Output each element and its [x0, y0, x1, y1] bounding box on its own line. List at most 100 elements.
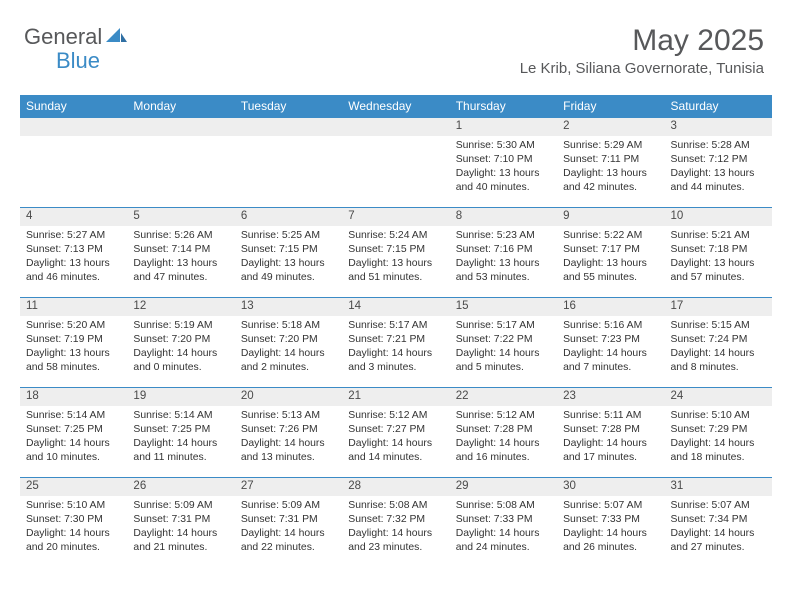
day-number-cell: 28 — [342, 478, 449, 496]
day-detail-line: Daylight: 14 hours — [456, 527, 551, 541]
day-number-cell: 27 — [235, 478, 342, 496]
col-thursday: Thursday — [450, 95, 557, 118]
day-detail-line: Sunset: 7:28 PM — [563, 423, 658, 437]
day-detail-line: Sunrise: 5:27 AM — [26, 229, 121, 243]
day-detail-cell: Sunrise: 5:30 AMSunset: 7:10 PMDaylight:… — [450, 136, 557, 208]
day-detail-line: Daylight: 13 hours — [26, 347, 121, 361]
day-detail-line: Sunset: 7:25 PM — [26, 423, 121, 437]
day-detail-cell — [20, 136, 127, 208]
daynum-row: 18192021222324 — [20, 388, 772, 406]
day-detail-line: Sunrise: 5:16 AM — [563, 319, 658, 333]
day-detail-line: Sunset: 7:29 PM — [671, 423, 766, 437]
day-detail-cell: Sunrise: 5:25 AMSunset: 7:15 PMDaylight:… — [235, 226, 342, 298]
day-number-cell: 5 — [127, 208, 234, 226]
day-detail-line: and 24 minutes. — [456, 541, 551, 555]
day-detail-line: Sunrise: 5:17 AM — [456, 319, 551, 333]
day-detail-line: Sunrise: 5:09 AM — [133, 499, 228, 513]
day-detail-line: Daylight: 14 hours — [133, 437, 228, 451]
day-detail-line: and 14 minutes. — [348, 451, 443, 465]
day-number-cell: 20 — [235, 388, 342, 406]
day-detail-line: Sunrise: 5:14 AM — [133, 409, 228, 423]
day-detail-line: Sunset: 7:15 PM — [241, 243, 336, 257]
day-detail-cell: Sunrise: 5:10 AMSunset: 7:29 PMDaylight:… — [665, 406, 772, 478]
day-detail-line: Daylight: 14 hours — [241, 527, 336, 541]
day-detail-line: Daylight: 13 hours — [671, 257, 766, 271]
col-monday: Monday — [127, 95, 234, 118]
day-detail-cell: Sunrise: 5:23 AMSunset: 7:16 PMDaylight:… — [450, 226, 557, 298]
day-detail-line: and 40 minutes. — [456, 181, 551, 195]
day-detail-line: Sunrise: 5:08 AM — [348, 499, 443, 513]
col-tuesday: Tuesday — [235, 95, 342, 118]
day-detail-line: Sunset: 7:22 PM — [456, 333, 551, 347]
header: General Blue May 2025 Le Krib, Siliana G… — [0, 0, 792, 85]
day-detail-line: and 8 minutes. — [671, 361, 766, 375]
day-detail-line: and 27 minutes. — [671, 541, 766, 555]
daynum-row: 11121314151617 — [20, 298, 772, 316]
day-detail-cell: Sunrise: 5:20 AMSunset: 7:19 PMDaylight:… — [20, 316, 127, 388]
day-number-cell: 10 — [665, 208, 772, 226]
day-detail-cell: Sunrise: 5:08 AMSunset: 7:33 PMDaylight:… — [450, 496, 557, 568]
detail-row: Sunrise: 5:20 AMSunset: 7:19 PMDaylight:… — [20, 316, 772, 388]
day-detail-cell: Sunrise: 5:09 AMSunset: 7:31 PMDaylight:… — [235, 496, 342, 568]
day-detail-cell: Sunrise: 5:24 AMSunset: 7:15 PMDaylight:… — [342, 226, 449, 298]
day-detail-line: Sunset: 7:26 PM — [241, 423, 336, 437]
day-detail-line: Sunset: 7:33 PM — [563, 513, 658, 527]
day-detail-line: Sunrise: 5:23 AM — [456, 229, 551, 243]
col-saturday: Saturday — [665, 95, 772, 118]
day-detail-line: Sunset: 7:18 PM — [671, 243, 766, 257]
day-detail-line: Sunrise: 5:07 AM — [671, 499, 766, 513]
day-detail-line: Sunrise: 5:12 AM — [456, 409, 551, 423]
day-number-cell: 31 — [665, 478, 772, 496]
day-detail-cell: Sunrise: 5:22 AMSunset: 7:17 PMDaylight:… — [557, 226, 664, 298]
day-number-cell: 23 — [557, 388, 664, 406]
daynum-row: 25262728293031 — [20, 478, 772, 496]
day-detail-line: Sunrise: 5:30 AM — [456, 139, 551, 153]
day-detail-line: Sunset: 7:17 PM — [563, 243, 658, 257]
day-detail-cell: Sunrise: 5:15 AMSunset: 7:24 PMDaylight:… — [665, 316, 772, 388]
detail-row: Sunrise: 5:30 AMSunset: 7:10 PMDaylight:… — [20, 136, 772, 208]
day-detail-cell — [127, 136, 234, 208]
day-detail-line: Daylight: 14 hours — [456, 437, 551, 451]
day-number-cell: 19 — [127, 388, 234, 406]
day-detail-line: and 57 minutes. — [671, 271, 766, 285]
day-detail-cell: Sunrise: 5:16 AMSunset: 7:23 PMDaylight:… — [557, 316, 664, 388]
day-number-cell: 7 — [342, 208, 449, 226]
detail-row: Sunrise: 5:10 AMSunset: 7:30 PMDaylight:… — [20, 496, 772, 568]
day-detail-line: Daylight: 14 hours — [671, 527, 766, 541]
day-detail-cell: Sunrise: 5:11 AMSunset: 7:28 PMDaylight:… — [557, 406, 664, 478]
day-detail-line: Daylight: 14 hours — [26, 527, 121, 541]
day-detail-line: and 53 minutes. — [456, 271, 551, 285]
day-detail-line: Sunset: 7:15 PM — [348, 243, 443, 257]
day-number-cell: 4 — [20, 208, 127, 226]
day-detail-line: Daylight: 14 hours — [563, 437, 658, 451]
day-detail-cell: Sunrise: 5:07 AMSunset: 7:34 PMDaylight:… — [665, 496, 772, 568]
day-detail-cell: Sunrise: 5:26 AMSunset: 7:14 PMDaylight:… — [127, 226, 234, 298]
day-number-cell: 8 — [450, 208, 557, 226]
day-detail-line: and 2 minutes. — [241, 361, 336, 375]
day-number-cell: 12 — [127, 298, 234, 316]
col-friday: Friday — [557, 95, 664, 118]
day-number-cell — [20, 118, 127, 136]
day-detail-line: Daylight: 14 hours — [563, 527, 658, 541]
day-detail-line: Sunrise: 5:15 AM — [671, 319, 766, 333]
day-detail-line: and 0 minutes. — [133, 361, 228, 375]
detail-row: Sunrise: 5:27 AMSunset: 7:13 PMDaylight:… — [20, 226, 772, 298]
day-detail-line: Daylight: 13 hours — [133, 257, 228, 271]
day-detail-line: Sunrise: 5:28 AM — [671, 139, 766, 153]
day-detail-line: and 44 minutes. — [671, 181, 766, 195]
day-detail-line: Daylight: 14 hours — [26, 437, 121, 451]
day-detail-line: and 7 minutes. — [563, 361, 658, 375]
day-number-cell: 29 — [450, 478, 557, 496]
col-sunday: Sunday — [20, 95, 127, 118]
day-detail-line: Sunset: 7:21 PM — [348, 333, 443, 347]
logo: General Blue — [24, 24, 128, 50]
day-detail-line: and 42 minutes. — [563, 181, 658, 195]
day-detail-line: Sunset: 7:30 PM — [26, 513, 121, 527]
day-number-cell: 16 — [557, 298, 664, 316]
day-detail-line: and 16 minutes. — [456, 451, 551, 465]
day-detail-line: and 5 minutes. — [456, 361, 551, 375]
day-detail-line: Daylight: 14 hours — [133, 347, 228, 361]
day-detail-line: Sunrise: 5:20 AM — [26, 319, 121, 333]
daynum-row: 123 — [20, 118, 772, 136]
day-detail-line: Sunset: 7:31 PM — [241, 513, 336, 527]
